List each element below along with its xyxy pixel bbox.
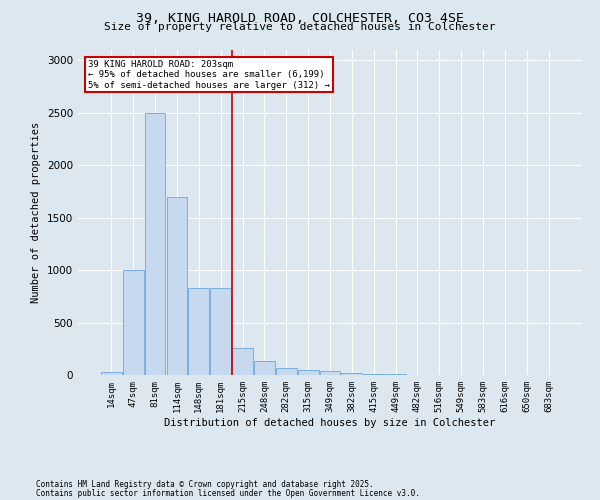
Bar bbox=[101, 372, 122, 375]
Bar bbox=[210, 288, 231, 375]
Bar bbox=[320, 371, 340, 375]
Bar bbox=[188, 288, 209, 375]
Text: Contains public sector information licensed under the Open Government Licence v3: Contains public sector information licen… bbox=[36, 489, 420, 498]
X-axis label: Distribution of detached houses by size in Colchester: Distribution of detached houses by size … bbox=[164, 418, 496, 428]
Bar bbox=[145, 113, 166, 375]
Bar bbox=[341, 374, 362, 375]
Bar bbox=[385, 374, 406, 375]
Bar bbox=[364, 374, 384, 375]
Bar bbox=[254, 362, 275, 375]
Bar bbox=[232, 348, 253, 375]
Y-axis label: Number of detached properties: Number of detached properties bbox=[31, 122, 41, 303]
Bar bbox=[123, 270, 143, 375]
Text: Size of property relative to detached houses in Colchester: Size of property relative to detached ho… bbox=[104, 22, 496, 32]
Bar bbox=[276, 368, 296, 375]
Text: 39, KING HAROLD ROAD, COLCHESTER, CO3 4SE: 39, KING HAROLD ROAD, COLCHESTER, CO3 4S… bbox=[136, 12, 464, 26]
Text: Contains HM Land Registry data © Crown copyright and database right 2025.: Contains HM Land Registry data © Crown c… bbox=[36, 480, 374, 489]
Bar bbox=[167, 197, 187, 375]
Bar bbox=[298, 370, 319, 375]
Text: 39 KING HAROLD ROAD: 203sqm
← 95% of detached houses are smaller (6,199)
5% of s: 39 KING HAROLD ROAD: 203sqm ← 95% of det… bbox=[88, 60, 330, 90]
